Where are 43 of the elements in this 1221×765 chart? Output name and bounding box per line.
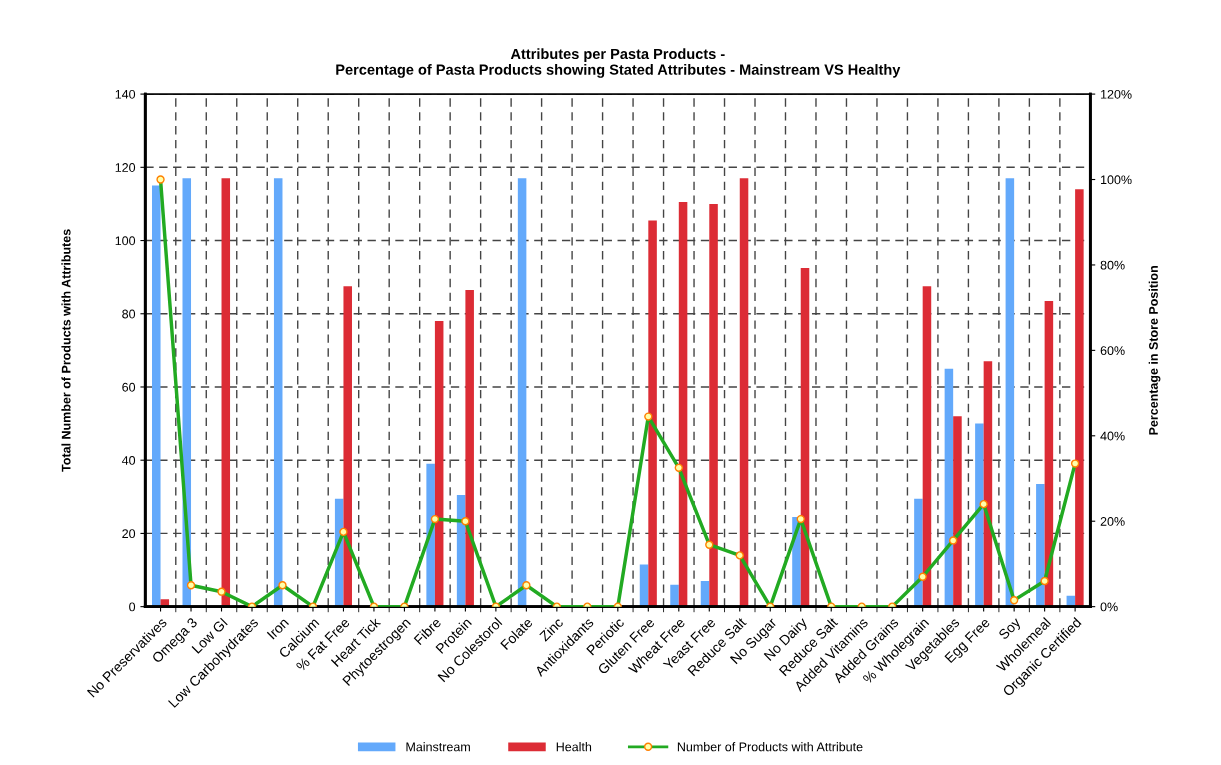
bar [152, 185, 161, 607]
legend-label: Mainstream [406, 742, 470, 752]
bar [1075, 189, 1084, 607]
bar [517, 178, 527, 607]
y-tick-label: 80 [122, 309, 136, 319]
bar [1036, 484, 1045, 607]
y2-axis-title: Percentage in Store Position [1148, 266, 1161, 435]
bar [739, 178, 749, 607]
y-tick-label: 140 [115, 89, 136, 99]
bar [953, 416, 962, 607]
y2-tick-label: 0% [1100, 602, 1118, 612]
y-tick-label: 0 [129, 602, 136, 612]
legend-label: Health [556, 742, 592, 752]
bar [273, 178, 283, 607]
bar [800, 268, 810, 607]
bar [648, 220, 657, 607]
bar [343, 286, 352, 607]
bar [944, 368, 954, 607]
bar [670, 584, 679, 607]
y-tick-label: 120 [115, 163, 136, 172]
bar [678, 202, 688, 607]
y-tick-label: 40 [121, 456, 136, 465]
bar [221, 178, 231, 607]
bar [975, 423, 984, 607]
bar [465, 289, 474, 607]
y2-tick-label: 40% [1100, 431, 1125, 441]
y-axis-title: Total Number of Products with Attributes [61, 229, 71, 472]
y2-tick-label: 80% [1100, 260, 1125, 270]
bar [1005, 178, 1015, 607]
bar [709, 203, 718, 607]
y2-tick-label: 20% [1100, 517, 1125, 526]
bar [426, 463, 435, 607]
y-tick-label: 20 [122, 529, 136, 539]
chart-title: Attributes per Pasta Products - Percentage of Pasta Products showing Stated Attributes - Mainstream VS Healthy [336, 48, 901, 78]
legend-label: Number of Products with Attribute [677, 742, 863, 752]
bar [914, 498, 923, 607]
y2-tick-label: 100% [1101, 175, 1132, 185]
y-tick-label: 60 [122, 382, 136, 392]
y2-tick-label: 60% [1100, 346, 1125, 356]
y2-tick-label: 120% [1101, 89, 1132, 99]
bar [922, 286, 932, 607]
y-tick-label: 100 [115, 236, 136, 246]
bar [434, 321, 444, 607]
